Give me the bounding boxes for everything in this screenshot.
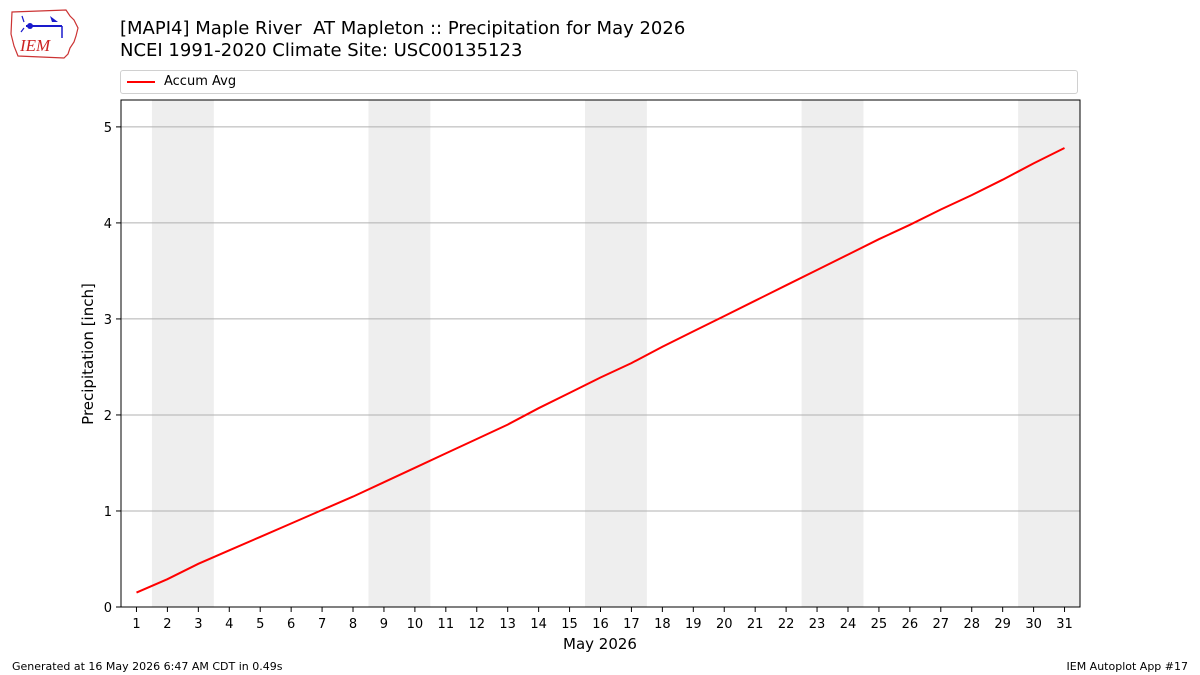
x-tick-label-30: 30 [1025,617,1042,632]
x-tick-label-14: 14 [530,617,547,632]
data-point-day-29 [1002,179,1004,181]
weekend-band-4 [801,100,864,607]
footer-app: IEM Autoplot App #17 [1066,660,1189,673]
y-tick-label-1: 1 [104,505,112,520]
x-tick-label-28: 28 [963,617,980,632]
data-point-day-31 [1064,147,1066,149]
x-tick-label-21: 21 [747,617,764,632]
x-tick-label-22: 22 [778,617,795,632]
data-point-day-8 [352,496,354,498]
chart-subtitle: NCEI 1991-2020 Climate Site: USC00135123 [120,40,523,61]
y-tick-label-4: 4 [104,217,112,232]
x-tick-label-26: 26 [902,617,919,632]
x-tick-label-23: 23 [809,617,826,632]
data-point-day-24 [847,254,849,256]
data-point-day-16 [600,377,602,379]
x-tick-label-18: 18 [654,617,671,632]
x-tick-label-31: 31 [1056,617,1073,632]
data-point-day-13 [507,424,509,426]
data-point-day-12 [476,438,478,440]
x-tick-label-5: 5 [256,617,264,632]
data-point-day-30 [1033,163,1035,165]
data-point-day-10 [414,467,416,469]
y-tick-label-5: 5 [104,121,112,136]
data-point-day-26 [909,224,911,226]
y-axis-label: Precipitation [inch] [79,283,97,425]
chart-title: [MAPI4] Maple River AT Mapleton :: Preci… [120,18,686,39]
x-tick-label-20: 20 [716,617,733,632]
x-tick-label-16: 16 [592,617,609,632]
weekend-band-2 [368,100,431,607]
weekend-band-1 [151,100,214,607]
logo-text: IEM [19,36,51,55]
x-tick-label-6: 6 [287,617,295,632]
data-point-day-25 [878,238,880,240]
iem-logo: IEM [10,9,79,59]
data-point-day-1 [136,592,138,594]
y-tick-label-3: 3 [104,313,112,328]
data-point-day-23 [816,269,818,271]
x-tick-label-4: 4 [225,617,233,632]
x-axis-label: May 2026 [563,635,637,653]
y-tick-label-2: 2 [104,409,112,424]
x-tick-label-11: 11 [438,617,455,632]
data-point-day-3 [198,563,200,565]
x-tick-label-15: 15 [561,617,578,632]
data-point-day-7 [321,509,323,511]
series-line-accum-avg [136,147,1065,594]
x-tick-label-2: 2 [163,617,171,632]
x-tick-label-17: 17 [623,617,640,632]
x-tick-label-3: 3 [194,617,202,632]
y-tick-label-0: 0 [104,601,112,616]
x-tick-label-19: 19 [685,617,702,632]
x-tick-label-25: 25 [871,617,888,632]
legend-label-accum-avg: Accum Avg [164,74,237,89]
weekend-band-5 [1018,100,1080,607]
data-point-day-11 [445,453,447,455]
data-point-day-21 [754,300,756,302]
footer-generated: Generated at 16 May 2026 6:47 AM CDT in … [12,660,283,673]
data-point-day-28 [971,194,973,196]
data-point-day-14 [538,407,540,409]
weekend-band-3 [585,100,647,607]
x-tick-label-10: 10 [407,617,424,632]
data-point-day-27 [940,209,942,211]
data-point-day-18 [662,346,664,348]
data-point-day-4 [228,550,230,552]
data-point-day-17 [631,362,633,364]
data-point-day-19 [693,331,695,333]
x-tick-label-1: 1 [132,617,140,632]
legend: Accum Avg [120,70,1078,94]
data-point-day-6 [290,523,292,525]
data-point-day-5 [259,536,261,538]
data-point-day-9 [383,481,385,483]
x-tick-label-8: 8 [349,617,357,632]
x-tick-label-9: 9 [380,617,388,632]
x-tick-label-13: 13 [499,617,516,632]
data-point-day-22 [785,285,787,287]
x-tick-label-27: 27 [933,617,950,632]
x-tick-label-29: 29 [994,617,1011,632]
iowa-outline-icon [10,9,79,59]
data-point-day-2 [167,578,169,580]
x-tick-label-7: 7 [318,617,326,632]
data-point-day-20 [723,315,725,317]
legend-swatch-accum-avg [127,81,155,83]
data-point-day-15 [569,392,571,394]
x-tick-label-12: 12 [468,617,485,632]
x-tick-label-24: 24 [840,617,857,632]
